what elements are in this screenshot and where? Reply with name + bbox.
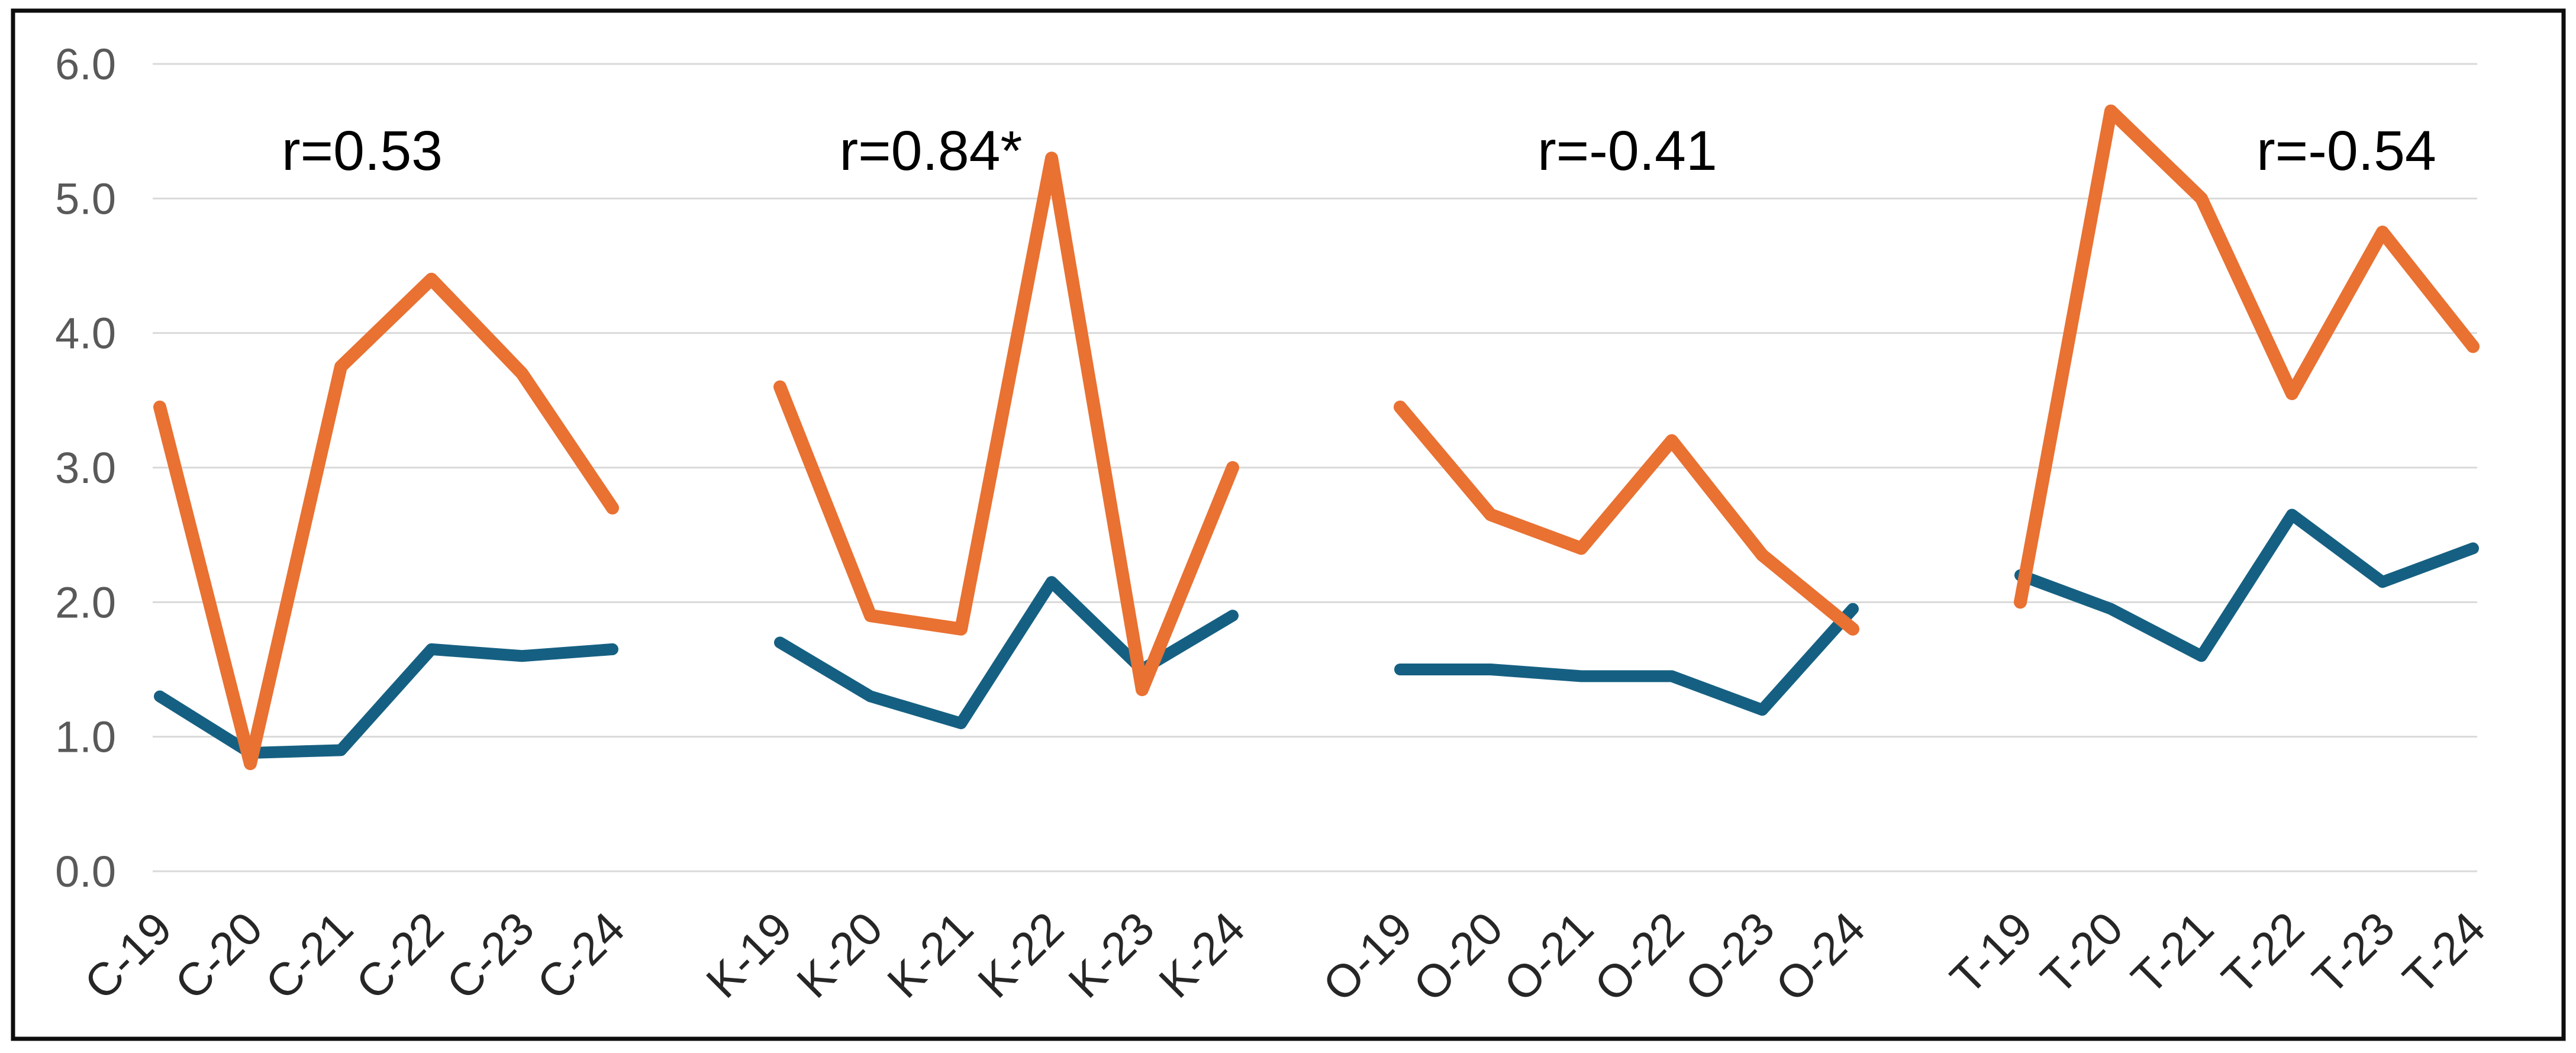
correlation-annotation-K: r=0.84* bbox=[840, 120, 1023, 182]
correlation-annotation-T: r=-0.54 bbox=[2256, 120, 2436, 182]
series-line-orange-T bbox=[2014, 104, 2480, 609]
series-line-teal-C bbox=[154, 643, 618, 759]
series-line-teal-T bbox=[2014, 508, 2479, 662]
series-line-orange-C bbox=[153, 272, 619, 771]
y-axis-tick-label: 4.0 bbox=[55, 309, 116, 358]
y-axis-tick-label: 0.0 bbox=[55, 847, 116, 896]
series-line-orange-K bbox=[773, 152, 1239, 697]
series-line-teal-O bbox=[1394, 603, 1859, 716]
y-axis-tick-label: 5.0 bbox=[55, 174, 116, 223]
series-line-orange-O bbox=[1394, 400, 1859, 636]
y-axis-tick-label: 2.0 bbox=[55, 578, 116, 627]
y-axis-tick-label: 3.0 bbox=[55, 443, 116, 492]
y-axis-tick-label: 6.0 bbox=[55, 40, 116, 89]
correlation-annotation-C: r=0.53 bbox=[282, 120, 443, 182]
correlation-annotation-O: r=-0.41 bbox=[1537, 120, 1717, 182]
y-axis-tick-label: 1.0 bbox=[55, 713, 116, 762]
chart-border-frame bbox=[11, 8, 2566, 1041]
